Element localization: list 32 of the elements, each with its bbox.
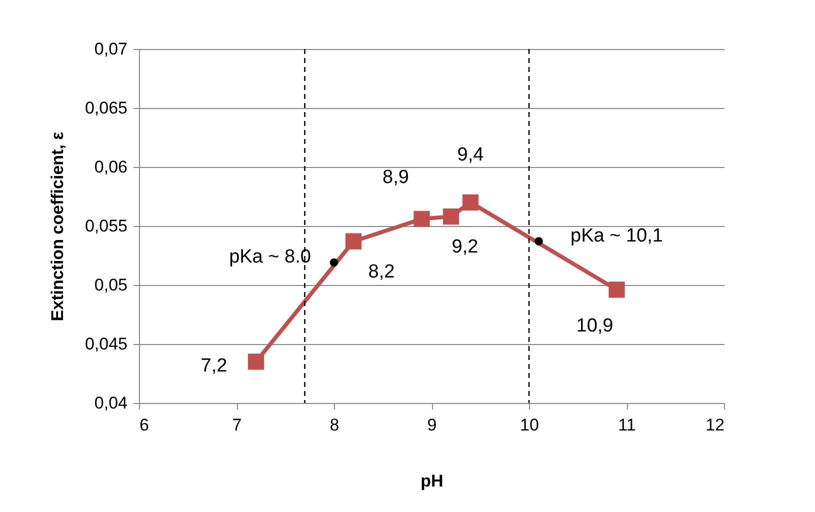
point xyxy=(608,282,625,298)
point xyxy=(248,354,264,370)
point xyxy=(442,208,460,225)
point xyxy=(462,194,479,210)
annotation: 9,4 xyxy=(457,144,484,166)
x-axis-title: pH xyxy=(420,472,444,490)
annotation: 9,2 xyxy=(452,236,478,258)
point xyxy=(330,258,338,267)
y-tick-label: 0,045 xyxy=(84,334,128,354)
point xyxy=(345,233,362,250)
x-tick-label: 7 xyxy=(232,416,242,434)
y-tick-label: 0,065 xyxy=(84,98,128,118)
annotation: 8,2 xyxy=(368,261,395,282)
x-tick-label: 12 xyxy=(706,416,724,434)
annotation: 10,9 xyxy=(576,316,614,337)
y-axis-title: Extinction coefficient, ε xyxy=(48,132,67,322)
point xyxy=(414,210,430,227)
y-tick-label: 0,06 xyxy=(94,158,128,176)
x-tick-label: 11 xyxy=(618,416,636,434)
annotation: pKa ~ 10,1 xyxy=(570,225,663,246)
y-tick-label: 0,05 xyxy=(94,276,128,294)
x-tick-label: 9 xyxy=(427,416,437,434)
x-tick-label: 10 xyxy=(520,416,539,434)
point xyxy=(534,237,543,246)
annotation: 8,9 xyxy=(382,166,409,188)
annotation: pKa ~ 8.0 xyxy=(229,246,311,268)
x-tick-label: 6 xyxy=(140,416,149,434)
x-tick-label: 8 xyxy=(330,416,340,434)
y-tick-label: 0,04 xyxy=(94,394,128,412)
annotation: 7,2 xyxy=(200,356,228,377)
y-tick-label: 0,055 xyxy=(84,216,128,236)
y-tick-label: 0,07 xyxy=(94,40,128,58)
